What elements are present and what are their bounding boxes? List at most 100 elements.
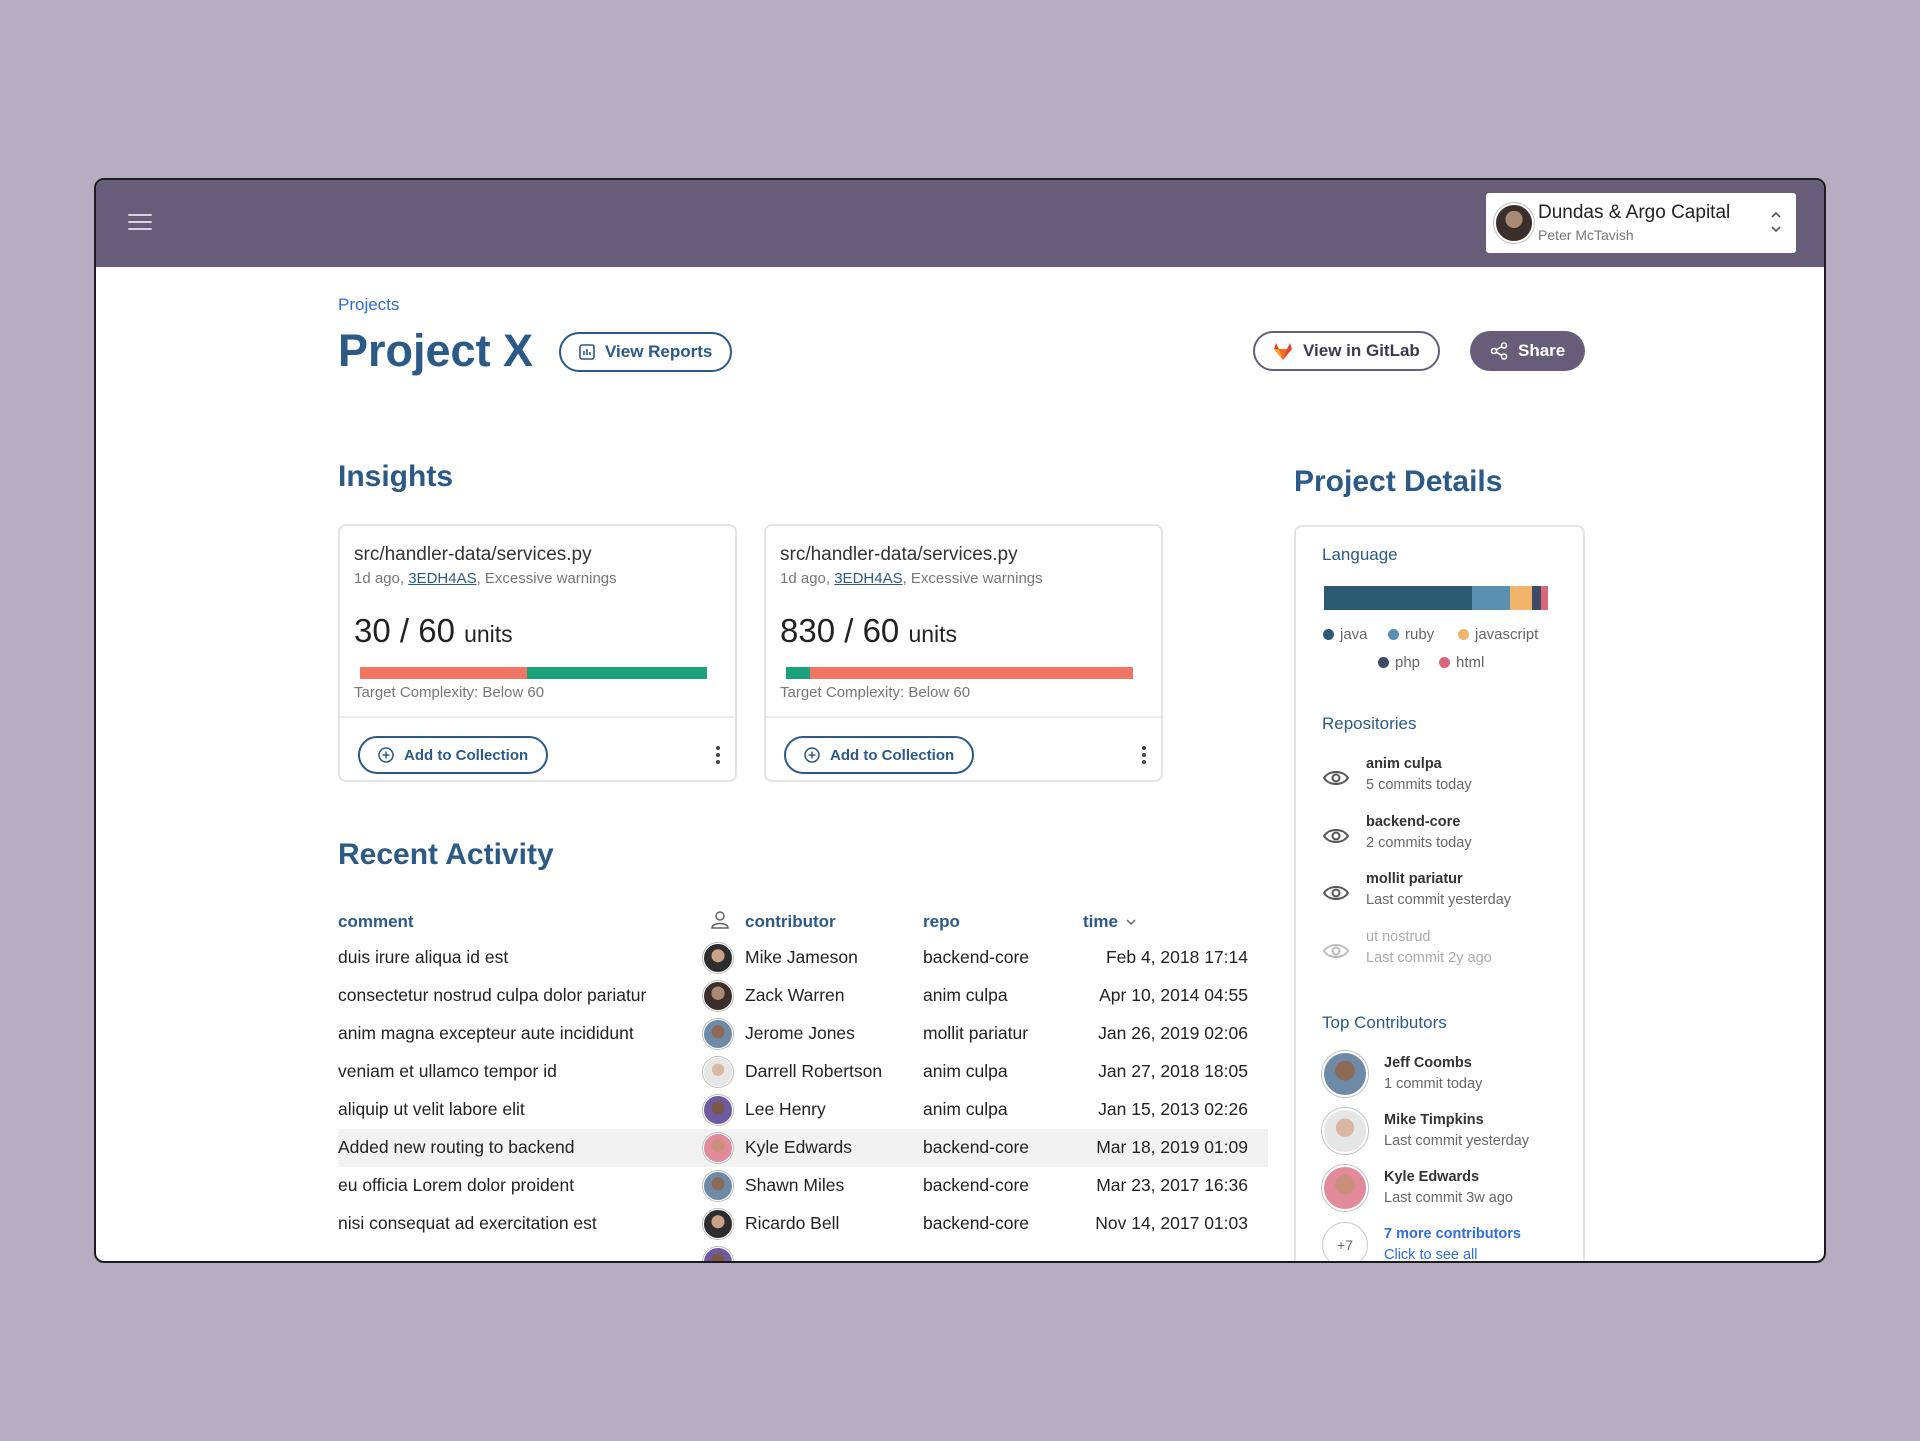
row-contributor: Lee Henry xyxy=(745,1099,826,1119)
more-vert-icon[interactable] xyxy=(715,746,721,764)
eye-icon[interactable] xyxy=(1322,883,1350,903)
legend-dot xyxy=(1378,657,1389,668)
row-comment: nisi consequat ad exercitation est xyxy=(338,1213,597,1233)
breadcrumb[interactable]: Projects xyxy=(338,295,400,314)
commit-hash-link[interactable]: 3EDH4AS xyxy=(408,570,477,587)
table-row[interactable]: consectetur nostrud culpa dolor pariatur… xyxy=(338,977,1268,1015)
row-repo: backend-core xyxy=(923,1213,1030,1233)
contributor-avatar xyxy=(703,1019,733,1049)
see-all-link[interactable]: Click to see all xyxy=(1384,1247,1478,1263)
complexity-bar-over xyxy=(810,667,1133,679)
column-header-comment[interactable]: comment xyxy=(338,912,414,931)
row-comment: eu officia Lorem dolor proident xyxy=(338,1175,575,1195)
row-contributor: Darrell Robertson xyxy=(745,1061,883,1081)
legend-php: php xyxy=(1378,654,1420,671)
contributor-name: Jeff Coombs xyxy=(1384,1055,1472,1071)
repository-name: ut nostrud xyxy=(1366,929,1431,945)
complexity-bar-over xyxy=(360,667,527,679)
more-contributors[interactable]: +7 7 more contributors Click to see all xyxy=(1322,1222,1572,1263)
chart-icon xyxy=(579,344,595,360)
view-reports-button[interactable]: View Reports xyxy=(559,332,733,372)
repository-item[interactable]: mollit pariatur Last commit yesterday xyxy=(1322,869,1562,919)
add-to-collection-label: Add to Collection xyxy=(404,746,529,764)
table-row[interactable] xyxy=(338,1243,1268,1261)
contributor-item[interactable]: Jeff Coombs 1 commit today xyxy=(1322,1051,1572,1101)
repository-status: 2 commits today xyxy=(1366,835,1472,851)
eye-icon[interactable] xyxy=(1322,941,1350,961)
menu-icon[interactable] xyxy=(128,214,152,232)
row-comment: Added new routing to backend xyxy=(338,1137,575,1157)
row-comment: aliquip ut velit labore elit xyxy=(338,1099,525,1119)
insight-metric: 830 / 60 units xyxy=(780,612,958,649)
row-time: Jan 27, 2018 18:05 xyxy=(1098,1061,1248,1081)
insight-target: Target Complexity: Below 60 xyxy=(780,684,971,701)
table-row[interactable]: Added new routing to backend Kyle Edward… xyxy=(338,1129,1268,1167)
table-row[interactable]: aliquip ut velit labore elit Lee Henry a… xyxy=(338,1091,1268,1129)
insights-title: Insights xyxy=(338,460,454,493)
chevron-down-icon[interactable] xyxy=(1126,918,1136,926)
repository-item[interactable]: anim culpa 5 commits today xyxy=(1322,754,1562,804)
contributor-status: Last commit 3w ago xyxy=(1384,1190,1513,1206)
legend-ruby: ruby xyxy=(1388,626,1434,643)
insight-meta: 1d ago, 3EDH4AS, Excessive warnings xyxy=(780,570,1043,587)
repository-name: backend-core xyxy=(1366,814,1461,830)
app-window: Dundas & Argo Capital Peter McTavish Pro… xyxy=(94,178,1826,1263)
top-bar: Dundas & Argo Capital Peter McTavish xyxy=(96,180,1824,267)
row-time: Nov 14, 2017 01:03 xyxy=(1095,1213,1248,1233)
share-button[interactable]: Share xyxy=(1470,331,1586,371)
top-contributors-label: Top Contributors xyxy=(1322,1013,1447,1032)
legend-javascript: javascript xyxy=(1458,626,1538,643)
table-row[interactable]: eu officia Lorem dolor proident Shawn Mi… xyxy=(338,1167,1268,1205)
complexity-bar-under xyxy=(526,667,707,679)
contributor-avatar xyxy=(703,981,733,1011)
table-row[interactable]: duis irure aliqua id est Mike Jameson ba… xyxy=(338,939,1268,977)
column-header-contributor[interactable]: contributor xyxy=(745,912,836,931)
eye-icon[interactable] xyxy=(1322,826,1350,846)
table-row[interactable]: veniam et ullamco tempor id Darrell Robe… xyxy=(338,1053,1268,1091)
row-repo: backend-core xyxy=(923,1175,1030,1195)
row-time: Feb 4, 2018 17:14 xyxy=(1105,947,1248,967)
row-contributor: Ricardo Bell xyxy=(745,1213,840,1233)
account-switcher[interactable]: Dundas & Argo Capital Peter McTavish xyxy=(1486,193,1796,253)
language-segment-html xyxy=(1541,586,1548,610)
column-header-repo[interactable]: repo xyxy=(923,912,960,931)
row-repo: anim culpa xyxy=(923,985,1008,1005)
add-to-collection-button[interactable]: Add to Collection xyxy=(784,736,975,774)
add-to-collection-button[interactable]: Add to Collection xyxy=(358,736,549,774)
legend-java: java xyxy=(1323,626,1368,643)
legend-dot xyxy=(1458,629,1469,640)
row-contributor: Zack Warren xyxy=(745,985,845,1005)
table-row[interactable]: anim magna excepteur aute incididunt Jer… xyxy=(338,1015,1268,1053)
row-contributor: Shawn Miles xyxy=(745,1175,845,1195)
account-avatar xyxy=(1494,203,1534,243)
column-header-time[interactable]: time xyxy=(1083,912,1118,931)
contributor-avatar xyxy=(1322,1108,1368,1154)
repository-item[interactable]: backend-core 2 commits today xyxy=(1322,812,1562,862)
commit-hash-link[interactable]: 3EDH4AS xyxy=(834,570,903,587)
share-icon xyxy=(1490,342,1508,360)
row-repo: anim culpa xyxy=(923,1061,1008,1081)
eye-icon[interactable] xyxy=(1322,768,1350,788)
complexity-bar xyxy=(360,667,707,679)
chevron-updown-icon xyxy=(1771,211,1781,233)
contributor-avatar xyxy=(1322,1051,1368,1097)
repository-item[interactable]: ut nostrud Last commit 2y ago xyxy=(1322,927,1562,977)
row-time: Apr 10, 2014 04:55 xyxy=(1099,985,1248,1005)
insight-meta: 1d ago, 3EDH4AS, Excessive warnings xyxy=(354,570,617,587)
row-repo: backend-core xyxy=(923,947,1030,967)
contributor-item[interactable]: Mike Timpkins Last commit yesterday xyxy=(1322,1108,1572,1158)
legend-dot xyxy=(1439,657,1450,668)
more-vert-icon[interactable] xyxy=(1141,746,1147,764)
row-contributor: Jerome Jones xyxy=(745,1023,855,1043)
row-time: Jan 26, 2019 02:06 xyxy=(1098,1023,1248,1043)
card-divider xyxy=(340,716,735,718)
view-in-gitlab-button[interactable]: View in GitLab xyxy=(1253,331,1440,371)
account-org: Dundas & Argo Capital xyxy=(1538,202,1731,223)
row-contributor: Mike Jameson xyxy=(745,947,858,967)
row-comment: consectetur nostrud culpa dolor pariatur xyxy=(338,985,647,1005)
table-row[interactable]: nisi consequat ad exercitation est Ricar… xyxy=(338,1205,1268,1243)
complexity-bar xyxy=(786,667,1133,679)
repositories-label: Repositories xyxy=(1322,714,1417,733)
more-contributors-link[interactable]: 7 more contributors xyxy=(1384,1226,1521,1242)
contributor-item[interactable]: Kyle Edwards Last commit 3w ago xyxy=(1322,1165,1572,1215)
